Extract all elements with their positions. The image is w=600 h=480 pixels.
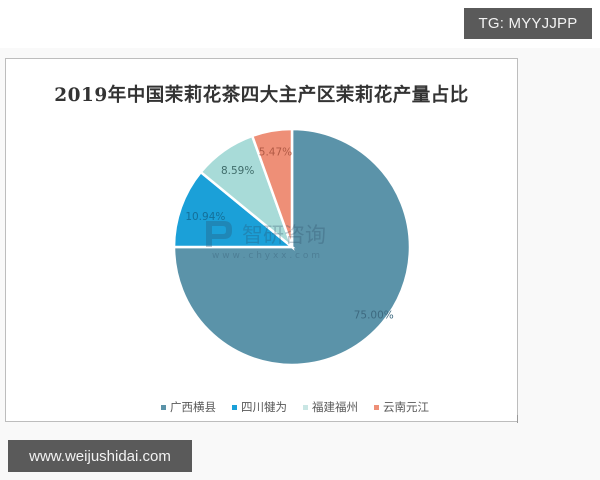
legend-label: 云南元江	[383, 400, 429, 414]
pie-data-label: 75.00%	[354, 310, 394, 322]
resize-grip-icon	[517, 415, 522, 423]
pie-chart: 智研咨询 w w w . c h y x x . c o m 75.00% 10.…	[172, 127, 412, 367]
legend-swatch-icon	[232, 404, 237, 410]
legend-item-guangxi: 广西横县	[161, 399, 216, 415]
pie-slice	[250, 127, 294, 248]
pie-data-label: 10.94%	[185, 211, 225, 223]
watermark-url-text: w w w . c h y x x . c o m	[212, 251, 320, 261]
pie-slice	[172, 127, 412, 367]
pie-data-labels: 75.00% 10.94% 8.59% 5.47%	[185, 147, 393, 322]
pie-slice	[172, 170, 296, 249]
chart-container: 2019年中国茉莉花茶四大主产区茉莉花产量占比 智研咨询 w w w . c h…	[5, 58, 518, 422]
pie-slices	[172, 127, 412, 367]
chart-watermark: 智研咨询 w w w . c h y x x . c o m	[206, 221, 326, 261]
legend-item-sichuan: 四川犍为	[232, 399, 287, 415]
legend-label: 广西横县	[170, 400, 216, 414]
legend-item-yunnan: 云南元江	[374, 399, 429, 415]
watermark-badge-bottom: www.weijushidai.com	[8, 440, 192, 472]
watermark-top-text: TG: MYYJJPP	[478, 15, 578, 32]
chart-title: 2019年中国茉莉花茶四大主产区茉莉花产量占比	[54, 85, 469, 106]
pie-data-label: 8.59%	[221, 165, 254, 177]
legend-item-fujian: 福建福州	[303, 399, 358, 415]
legend-swatch-icon	[374, 404, 379, 410]
pie-data-label: 5.47%	[259, 147, 292, 159]
watermark-badge-top: TG: MYYJJPP	[464, 8, 592, 39]
legend-swatch-icon	[161, 404, 166, 410]
legend-swatch-icon	[303, 404, 308, 410]
legend-label: 福建福州	[312, 400, 358, 414]
chyxx-logo-icon	[206, 221, 232, 247]
legend-label: 四川犍为	[241, 400, 287, 414]
watermark-brand-text: 智研咨询	[242, 223, 326, 247]
chart-legend: 广西横县 四川犍为 福建福州 云南元江	[161, 398, 429, 416]
watermark-bottom-text: www.weijushidai.com	[29, 447, 171, 465]
